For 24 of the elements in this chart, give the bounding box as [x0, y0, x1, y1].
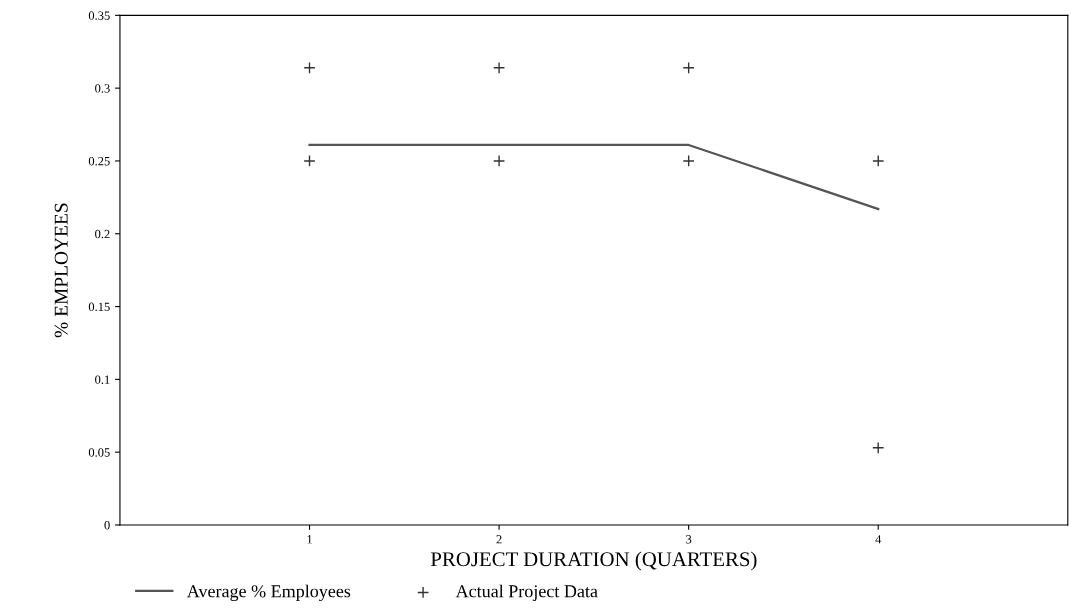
x-tick-label: 2: [496, 535, 502, 544]
y-tick-label: 0.15: [88, 302, 110, 312]
y-tick-label: 0: [104, 520, 110, 530]
x-tick-label: 4: [875, 535, 882, 544]
point: [872, 154, 885, 168]
point: [493, 154, 506, 168]
point: [303, 154, 316, 168]
x-axis-title: PROJECT DURATION (QUARTERS): [430, 551, 757, 571]
y-tick-label: 0.25: [88, 156, 110, 166]
y-tick-label: 0.3: [95, 84, 110, 93]
legend-label: Actual Project Data: [455, 584, 598, 602]
y-axis-title: % EMPLOYEES: [54, 203, 68, 338]
point: [872, 441, 885, 454]
legend-label: Average % Employees: [186, 584, 351, 602]
y-tick-label: 0.05: [88, 448, 110, 457]
x-tick-label: 3: [686, 535, 692, 544]
y-tick-label: 0.2: [95, 229, 110, 239]
point: [303, 61, 316, 74]
point: [493, 61, 506, 74]
y-tick-label: 0.35: [88, 11, 110, 20]
x-tick-label: 1: [307, 535, 312, 544]
y-tick-label: 0.1: [95, 375, 110, 384]
point: [682, 61, 695, 74]
point: [682, 154, 695, 168]
